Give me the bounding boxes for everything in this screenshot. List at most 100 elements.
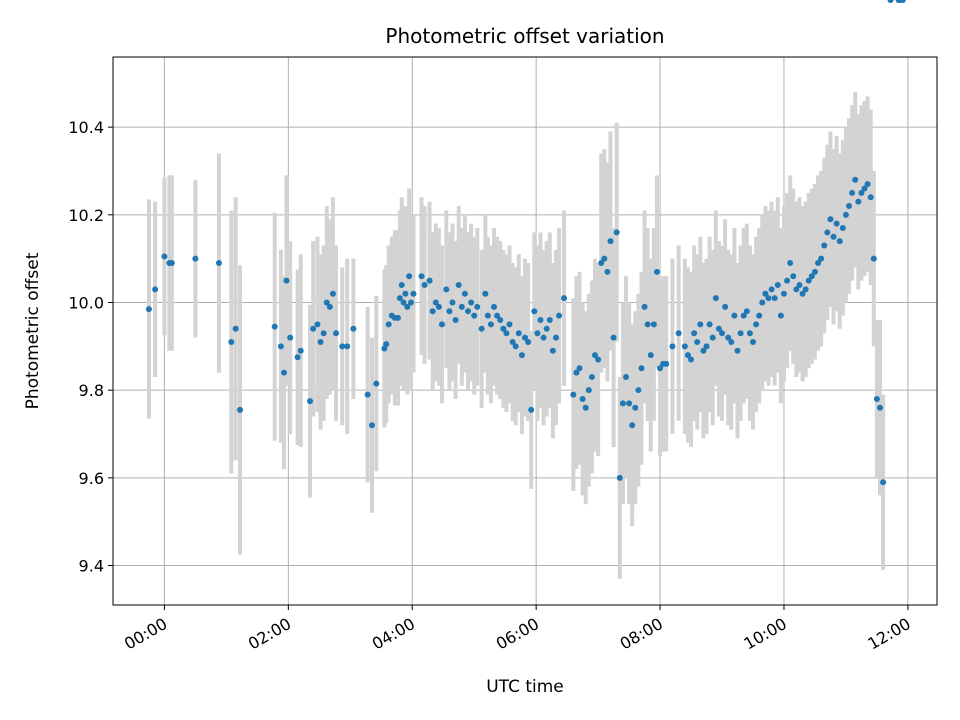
data-point [756, 312, 763, 319]
data-point [570, 391, 577, 398]
data-point [582, 404, 589, 411]
data-point [607, 238, 614, 245]
data-point [877, 404, 884, 411]
data-point [681, 343, 688, 350]
data-point [691, 330, 698, 337]
data-point [610, 334, 617, 341]
data-point [768, 286, 775, 293]
data-point [426, 277, 433, 284]
data-point [861, 185, 868, 192]
data-point [588, 374, 595, 381]
data-point [506, 321, 513, 328]
data-point [737, 330, 744, 337]
data-point [796, 281, 803, 288]
data-point [598, 260, 605, 267]
data-point [743, 308, 750, 315]
data-point [663, 360, 670, 367]
data-point [650, 321, 657, 328]
data-point [461, 290, 468, 297]
data-point [404, 303, 411, 310]
data-point [161, 253, 168, 260]
data-point [641, 303, 648, 310]
y-tick-label: 9.6 [79, 469, 104, 488]
data-point [858, 189, 865, 196]
data-point [145, 306, 152, 313]
data-point [585, 387, 592, 394]
data-point [232, 325, 239, 332]
data-point [287, 334, 294, 341]
y-tick-label: 10.2 [68, 206, 104, 225]
data-point [765, 295, 772, 302]
data-point [629, 422, 636, 429]
y-axis-ticks: 9.4 9.6 9.8 10.0 10.2 10.4 [68, 118, 113, 576]
data-point [385, 321, 392, 328]
data-point [780, 290, 787, 297]
data-point [715, 325, 722, 332]
data-point [842, 211, 849, 218]
chart-title: Photometric offset variation [385, 24, 664, 48]
data-point [317, 338, 324, 345]
data-point [455, 281, 462, 288]
data-point [408, 299, 415, 306]
data-point [731, 312, 738, 319]
data-point [320, 330, 327, 337]
data-point [839, 224, 846, 231]
y-tick-label: 10.4 [68, 118, 104, 137]
data-point [543, 325, 550, 332]
data-point [626, 400, 633, 407]
data-point [307, 398, 314, 405]
data-point [458, 303, 465, 310]
data-point [899, 0, 906, 3]
data-point [421, 281, 428, 288]
data-point [573, 369, 580, 376]
data-point [867, 194, 874, 201]
data-point [706, 321, 713, 328]
data-point [635, 387, 642, 394]
data-point [297, 347, 304, 354]
data-point [873, 395, 880, 402]
data-point [827, 216, 834, 223]
data-point [638, 365, 645, 372]
data-point [497, 317, 504, 324]
data-point [793, 286, 800, 293]
data-point [333, 330, 340, 337]
data-point [616, 474, 623, 481]
data-point [435, 303, 442, 310]
data-point [749, 338, 756, 345]
data-point [474, 303, 481, 310]
data-point [237, 406, 244, 413]
data-point [394, 314, 401, 321]
data-point [728, 338, 735, 345]
data-point [531, 308, 538, 315]
data-point [546, 317, 553, 324]
data-point [500, 325, 507, 332]
data-point [592, 352, 599, 359]
data-point [549, 347, 556, 354]
data-point [746, 330, 753, 337]
data-point [777, 312, 784, 319]
data-point [373, 380, 380, 387]
data-point [522, 334, 528, 341]
data-point [694, 338, 701, 345]
data-point [452, 317, 459, 324]
data-point [494, 312, 501, 319]
data-point [830, 233, 837, 240]
data-point [350, 325, 357, 332]
data-point [709, 334, 716, 341]
data-point [552, 334, 559, 341]
data-point [821, 242, 828, 249]
data-point [561, 295, 568, 302]
data-point [790, 273, 797, 280]
data-point [471, 312, 478, 319]
data-point [515, 330, 522, 337]
data-point [849, 189, 856, 196]
data-point [465, 308, 472, 315]
data-point [484, 312, 491, 319]
data-point [326, 303, 333, 310]
data-point [368, 422, 375, 429]
data-point [613, 229, 620, 236]
data-point [449, 299, 456, 306]
data-point [669, 343, 676, 350]
data-point [880, 479, 887, 486]
data-point [675, 330, 682, 337]
